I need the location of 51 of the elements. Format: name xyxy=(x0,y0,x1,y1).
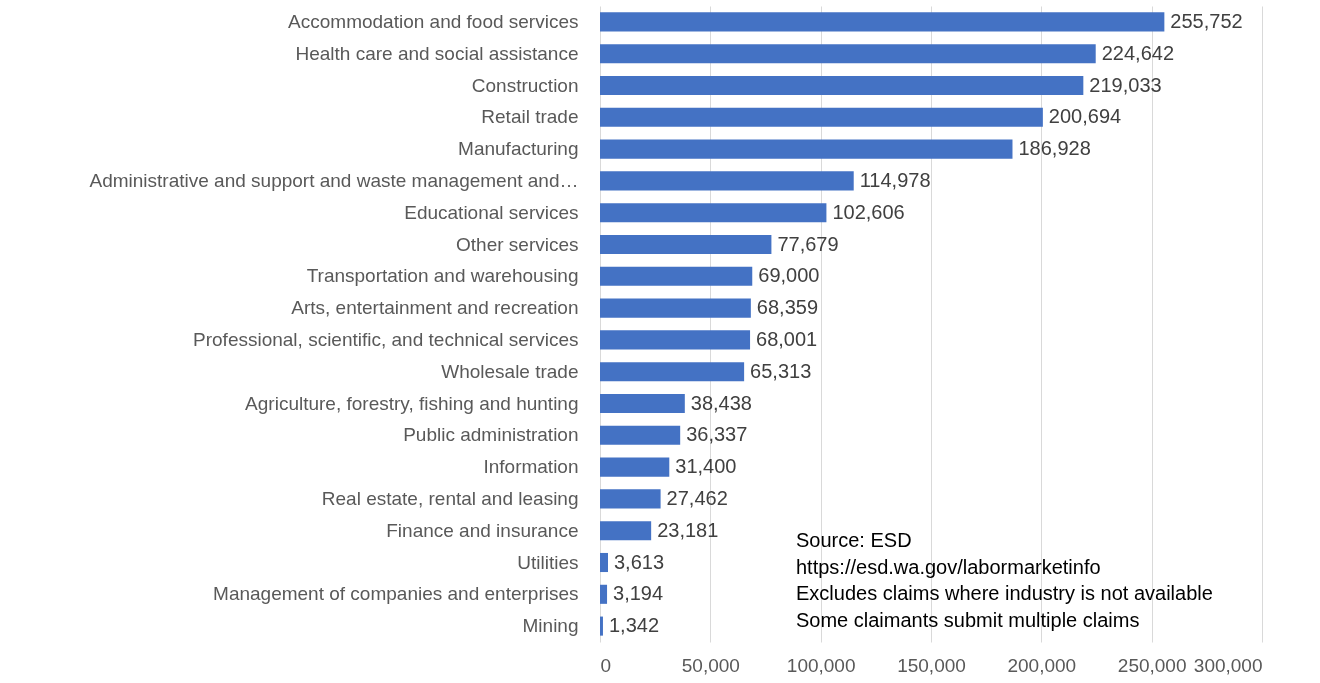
y-tick-label: Management of companies and enterprises xyxy=(213,583,579,605)
data-label: 255,752 xyxy=(1170,9,1243,32)
annotation: Excludes claims where industry is not available xyxy=(796,581,1213,606)
x-tick-label: 150,000 xyxy=(897,654,966,676)
data-label: 3,194 xyxy=(613,582,664,605)
annotation: Source: ESD xyxy=(796,528,913,553)
data-label: 23,181 xyxy=(657,518,719,541)
data-label: 114,978 xyxy=(859,168,931,191)
y-tick-label: Utilities xyxy=(517,551,579,573)
y-tick-label: Arts, entertainment and recreation xyxy=(291,297,579,319)
data-label: 1,342 xyxy=(608,614,660,637)
y-tick-label: Manufacturing xyxy=(458,138,579,160)
y-tick-label: Health care and social assistance xyxy=(295,42,579,64)
data-label: 27,462 xyxy=(666,486,728,509)
x-tick-label: 50,000 xyxy=(681,654,740,676)
y-tick-label: Construction xyxy=(471,74,579,96)
y-tick-label: Wholesale trade xyxy=(441,360,579,382)
data-label: 200,694 xyxy=(1048,105,1122,128)
data-label: 69,000 xyxy=(758,264,820,287)
y-tick-label: Mining xyxy=(522,615,579,637)
data-label: 68,001 xyxy=(756,327,818,350)
data-label: 224,642 xyxy=(1101,41,1175,64)
y-tick-label: Agriculture, forestry, fishing and hunting xyxy=(245,392,579,414)
data-label: 31,400 xyxy=(675,455,737,478)
y-tick-label: Accommodation and food services xyxy=(288,10,579,32)
x-tick-label: 300,000 xyxy=(1193,654,1263,676)
y-tick-label: Transportation and warehousing xyxy=(306,265,579,287)
x-tick-label: 100,000 xyxy=(786,654,856,676)
annotation: Some claimants submit multiple claims xyxy=(796,607,1141,633)
x-tick-label: 0 xyxy=(600,654,612,676)
data-label: 65,313 xyxy=(750,359,812,382)
data-label: 68,359 xyxy=(756,296,819,319)
y-tick-label: Retail trade xyxy=(481,106,579,128)
y-tick-label: Information xyxy=(483,456,579,478)
data-label: 186,928 xyxy=(1018,137,1091,160)
x-tick-label: 250,000 xyxy=(1117,654,1187,676)
y-tick-label: Administrative and support and waste management and… xyxy=(89,169,579,191)
data-label: 36,337 xyxy=(686,423,748,446)
y-tick-label: Professional, scientific, and technical services xyxy=(193,328,579,350)
data-label: 219,033 xyxy=(1089,73,1162,96)
y-tick-label: Real estate, rental and leasing xyxy=(321,487,579,509)
annotation: https://esd.wa.gov/labormarketinfo xyxy=(796,554,1102,580)
y-tick-label: Finance and insurance xyxy=(386,519,579,541)
data-label: 102,606 xyxy=(832,200,905,223)
data-label: 38,438 xyxy=(690,391,752,414)
y-tick-label: Other services xyxy=(456,233,579,255)
data-label: 77,679 xyxy=(777,232,839,255)
x-tick-label: 200,000 xyxy=(1007,654,1077,676)
y-tick-label: Public administration xyxy=(403,424,579,446)
data-label: 3,613 xyxy=(613,550,665,573)
y-tick-label: Educational services xyxy=(404,201,579,223)
